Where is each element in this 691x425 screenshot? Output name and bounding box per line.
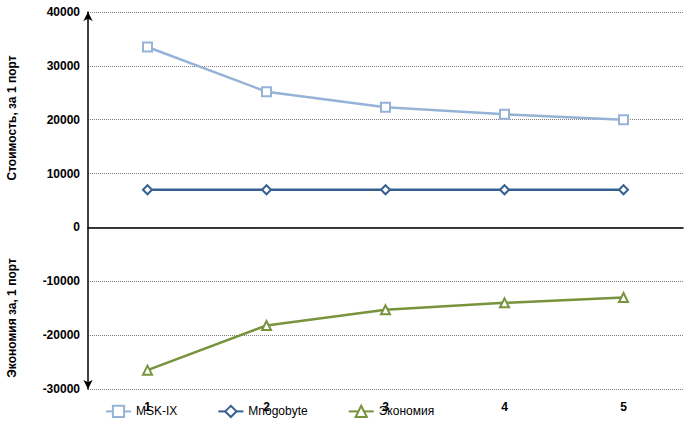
svg-text:5: 5	[620, 400, 627, 414]
svg-text:0: 0	[73, 220, 80, 234]
svg-text:-10000: -10000	[43, 274, 81, 288]
svg-text:4: 4	[501, 400, 508, 414]
svg-text:30000: 30000	[47, 59, 81, 73]
svg-text:MSK-IX: MSK-IX	[136, 404, 177, 418]
svg-text:Экономия за, 1 порт: Экономия за, 1 порт	[5, 258, 19, 378]
svg-text:40000: 40000	[47, 5, 81, 19]
svg-text:Стоимость, за 1 порт: Стоимость, за 1 порт	[5, 55, 19, 180]
svg-text:20000: 20000	[47, 113, 81, 127]
svg-text:10000: 10000	[47, 167, 81, 181]
svg-text:-30000: -30000	[43, 382, 81, 396]
svg-text:-20000: -20000	[43, 328, 81, 342]
svg-text:Mnogobyte: Mnogobyte	[248, 404, 308, 418]
svg-text:Экономия: Экономия	[379, 404, 434, 418]
